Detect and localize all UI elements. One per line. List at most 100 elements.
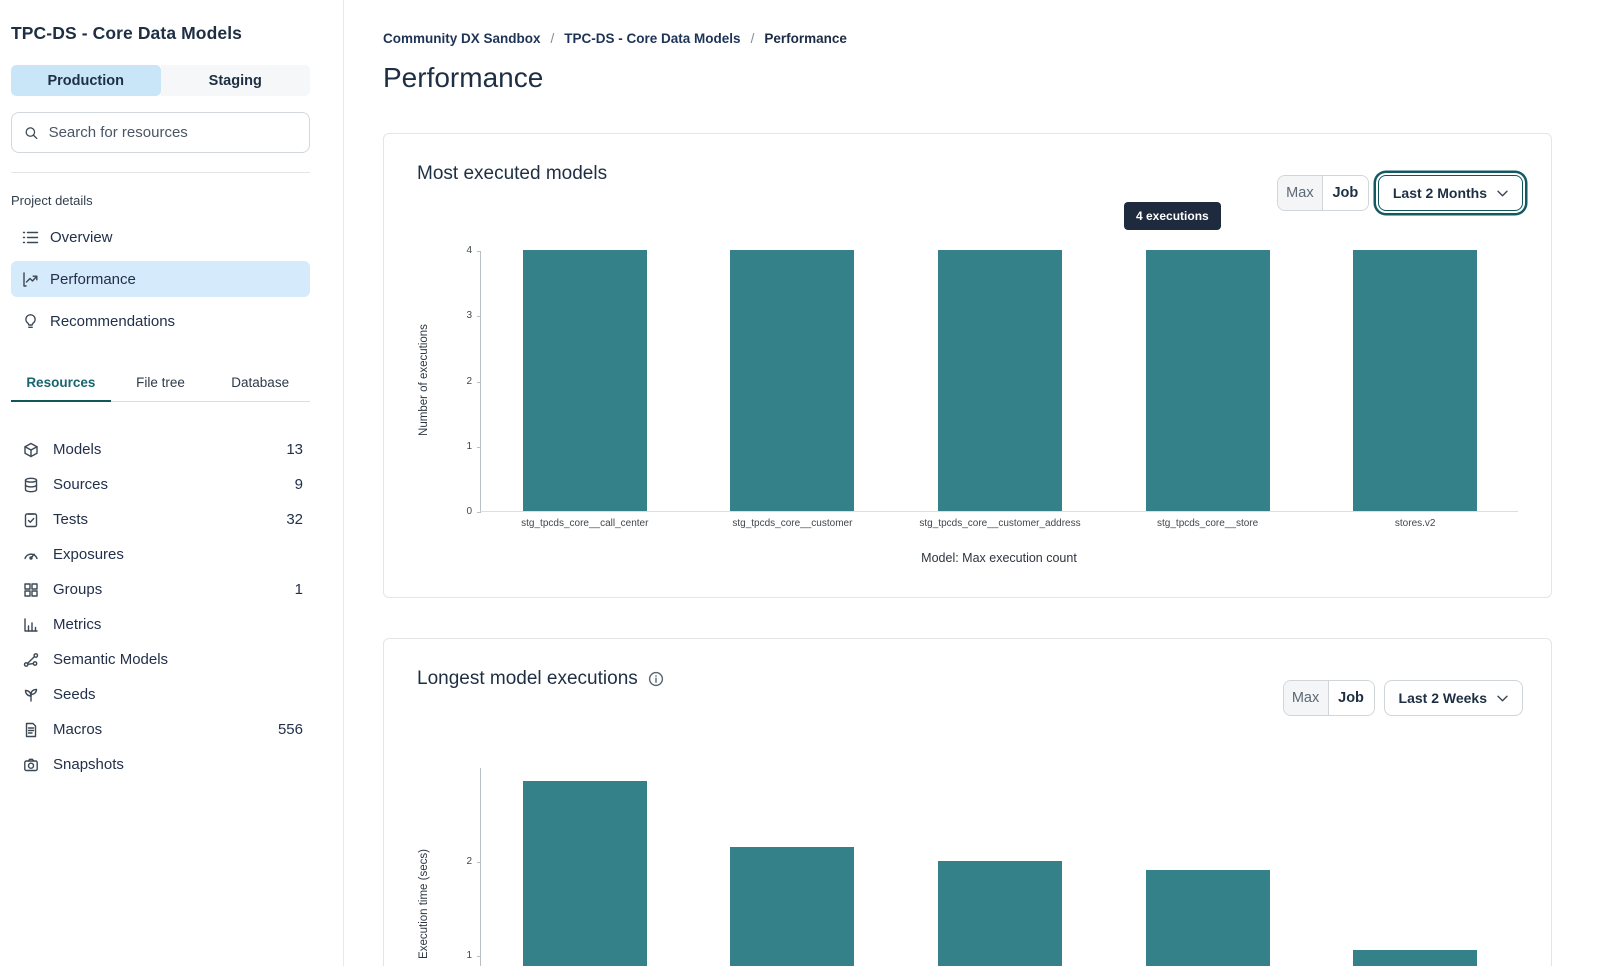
resource-tab-bar: Resources File tree Database [11,369,310,402]
resource-label: Snapshots [53,756,124,773]
search-icon [25,126,38,139]
nav-item-overview[interactable]: Overview [11,219,310,255]
y-tick-label: 2 [466,375,472,387]
y-tick-label: 1 [466,950,472,961]
x-tick-label: stg_tpcds_core__customer [732,518,853,529]
x-tick-label: stg_tpcds_core__store [1157,518,1259,529]
bar[interactable] [938,250,1062,511]
y-tick-label: 2 [466,856,472,867]
resource-count: 556 [277,721,303,738]
bar[interactable] [938,861,1062,966]
y-tick-mark [477,862,481,863]
resource-item-tests[interactable]: Tests 32 [11,502,310,537]
date-range-dropdown[interactable]: Last 2 Months [1377,175,1523,211]
resource-item-semantic-models[interactable]: Semantic Models [11,642,310,677]
resource-label: Tests [53,511,89,528]
resource-label: Macros [53,721,103,738]
bar[interactable] [730,250,855,511]
resource-item-exposures[interactable]: Exposures [11,537,310,572]
production-tab[interactable]: Production [11,65,161,96]
y-tick-mark [477,251,481,252]
resource-count: 9 [294,476,303,493]
resource-list: Models 13 Sources 9 Tests 32 Exposures G… [11,432,310,782]
date-range-value: Last 2 Weeks [1398,690,1487,706]
breadcrumb-project[interactable]: TPC-DS - Core Data Models [564,31,741,46]
project-nav: Overview Performance Recommendations [11,219,310,339]
resource-item-seeds[interactable]: Seeds [11,677,310,712]
date-range-dropdown[interactable]: Last 2 Weeks [1383,680,1523,716]
semantic-graph-icon [23,652,38,667]
max-button[interactable]: Max [1277,176,1323,210]
max-job-toggle: Max Job [1276,175,1369,211]
nav-item-label: Overview [50,228,113,246]
chart-controls: Max Job Last 2 Weeks [1282,680,1523,716]
resource-item-groups[interactable]: Groups 1 [11,572,310,607]
y-tick-label: 3 [466,310,472,322]
breadcrumb-separator: / [750,31,755,46]
y-tick-mark [477,381,481,383]
tab-resources[interactable]: Resources [11,369,111,402]
list-icon [22,231,39,243]
chart-controls: Max Job Last 2 Months [1276,175,1523,211]
y-tick-label: 0 [466,506,472,517]
y-tick-label: 1 [466,440,472,452]
resource-item-sources[interactable]: Sources 9 [11,467,310,502]
project-title: TPC-DS - Core Data Models [11,23,242,43]
bar[interactable] [522,781,647,966]
database-icon [24,477,37,492]
bar-chart-icon [23,617,38,632]
tab-file-tree[interactable]: File tree [136,375,185,390]
page-title: Performance [383,62,544,93]
bar[interactable] [730,846,855,966]
bar[interactable] [1353,250,1478,511]
resource-item-metrics[interactable]: Metrics [11,607,310,642]
sidebar-divider [11,172,310,173]
main-content: Community DX Sandbox / TPC-DS - Core Dat… [344,0,1621,966]
most-executed-models-card: Most executed models Max Job Last 2 Mont… [383,133,1552,598]
breadcrumb-separator: / [550,31,555,46]
lightbulb-icon [25,313,36,328]
y-axis-label: Execution time (secs) [418,849,430,959]
longest-model-executions-card: Longest model executions Max Job Last 2 … [383,638,1552,966]
breadcrumb-current: Performance [764,31,847,46]
resource-label: Seeds [53,686,96,703]
y-tick-mark [477,316,481,318]
staging-tab[interactable]: Staging [160,65,310,96]
resource-count: 32 [286,511,303,528]
search-input[interactable] [48,124,297,141]
nav-item-performance[interactable]: Performance [11,261,310,297]
sidebar: TPC-DS - Core Data Models Production Sta… [0,0,344,966]
y-axis-label: Number of executions [418,324,430,436]
bar[interactable] [1145,250,1270,511]
breadcrumb-project-sandbox[interactable]: Community DX Sandbox [383,31,541,46]
clipboard-check-icon [24,512,37,527]
bar[interactable] [1145,870,1270,966]
project-details-label: Project details [11,193,93,208]
bar-tooltip: 4 executions [1124,202,1221,230]
seedling-icon [24,688,37,702]
bar[interactable] [522,250,647,511]
chart-title: Longest model executions [417,668,664,690]
nav-item-recommendations[interactable]: Recommendations [11,303,310,339]
resource-item-models[interactable]: Models 13 [11,432,310,467]
search-box[interactable] [11,112,310,153]
resource-item-macros[interactable]: Macros 556 [11,712,310,747]
x-axis-title: Model: Max execution count [921,551,1077,565]
resource-label: Groups [53,581,103,598]
info-icon[interactable] [648,671,664,687]
bar[interactable] [1353,950,1478,966]
file-icon [25,722,36,737]
breadcrumb: Community DX Sandbox / TPC-DS - Core Dat… [383,31,1621,46]
resource-item-snapshots[interactable]: Snapshots [11,747,310,782]
job-button[interactable]: Job [1322,176,1368,210]
resource-label: Exposures [53,546,124,563]
gauge-icon [23,552,38,560]
job-button[interactable]: Job [1328,681,1374,715]
tab-database[interactable]: Database [231,375,290,390]
resource-label: Sources [53,476,109,493]
plot-area: stg_tpcds_core__call_center stg_tpcds_cor… [466,245,1518,529]
date-range-value: Last 2 Months [1392,185,1487,201]
max-button[interactable]: Max [1283,681,1329,715]
